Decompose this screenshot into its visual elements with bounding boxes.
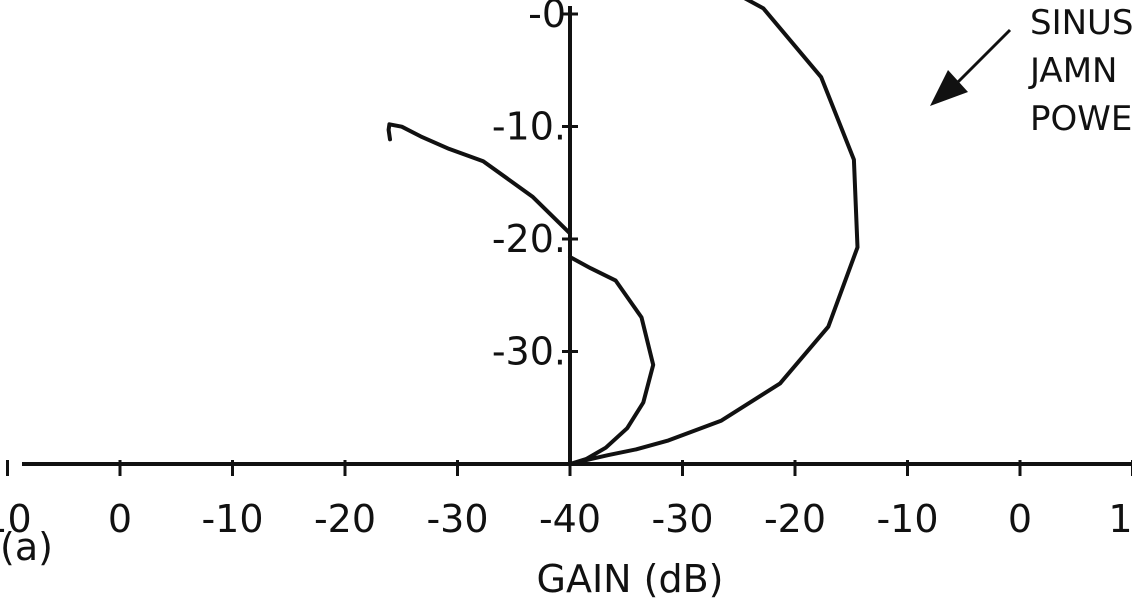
- x-tick-label: -20: [314, 497, 376, 541]
- gain-curve-1: [568, 0, 860, 466]
- radial-tick-label: -10.: [492, 105, 566, 149]
- x-tick-label: -30: [426, 497, 488, 541]
- x-tick-label: 10: [1108, 497, 1132, 541]
- gain-pattern-curves: [386, 0, 860, 466]
- x-tick-label: -20: [764, 497, 826, 541]
- annotation-line: JAMN: [1028, 51, 1117, 91]
- x-tick-label: -40: [539, 497, 601, 541]
- radial-tick-label: -20.: [492, 217, 566, 261]
- radial-tick-label: -30.: [492, 330, 566, 374]
- x-tick-label: 0: [108, 497, 132, 541]
- x-tick-label: -10: [201, 497, 263, 541]
- x-axis-title: GAIN (dB): [537, 557, 724, 601]
- axes: [6, 6, 1132, 476]
- jammer-annotation: SINUS JAMN POWE: [930, 3, 1132, 139]
- gain-curve-2: [386, 122, 572, 236]
- x-tick-label: -10: [876, 497, 938, 541]
- annotation-line: POWE: [1030, 99, 1132, 139]
- arrow-head-icon: [930, 70, 968, 106]
- x-tick-label: -30: [651, 497, 713, 541]
- arrow-shaft: [956, 28, 1012, 84]
- x-tick-label: 10: [0, 497, 32, 541]
- radial-tick-label: -0: [528, 0, 566, 36]
- x-tick-label: 0: [1008, 497, 1032, 541]
- panel-label: (a): [0, 525, 53, 569]
- annotation-line: SINUS: [1030, 3, 1132, 43]
